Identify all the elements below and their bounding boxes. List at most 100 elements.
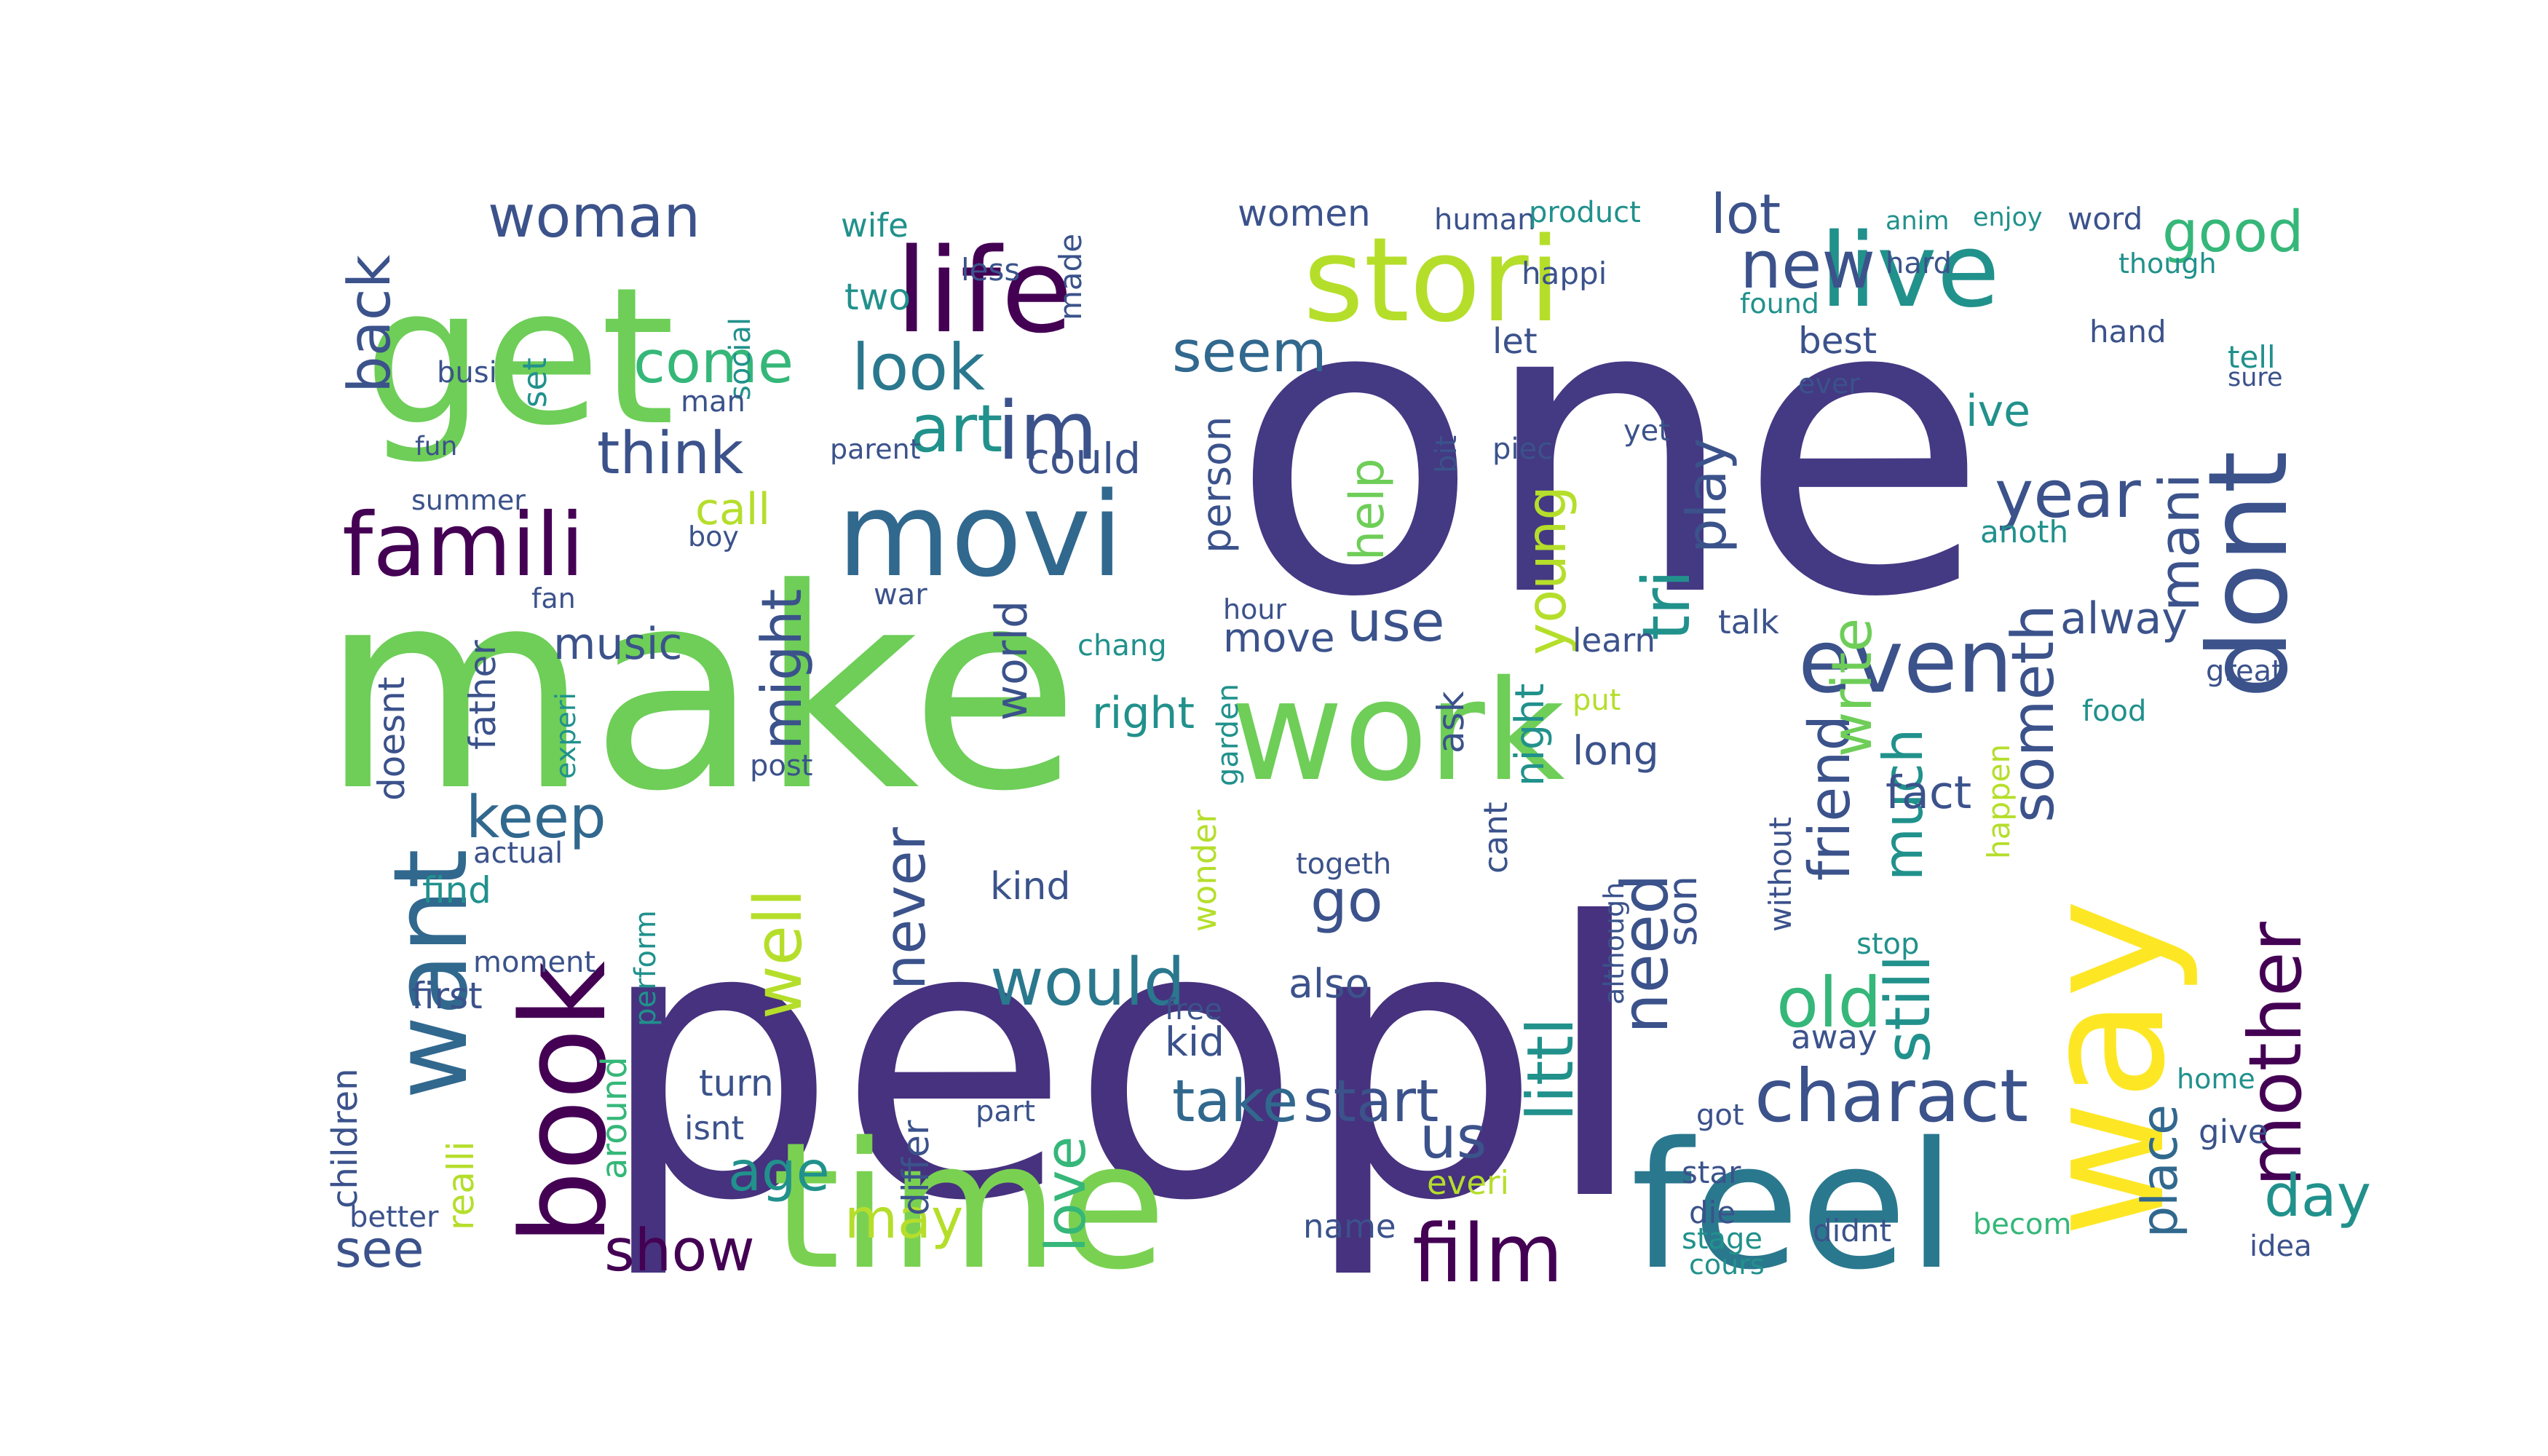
word-look: look <box>852 330 985 405</box>
word-get: get <box>364 248 675 467</box>
word-take: take <box>1172 1067 1298 1135</box>
word-free: free <box>1165 993 1222 1026</box>
word-also: also <box>1289 960 1369 1007</box>
word-life: life <box>895 223 1073 359</box>
word-go: go <box>1310 867 1383 935</box>
word-doesnt: doesnt <box>371 677 413 801</box>
word-everi: everi <box>1427 1163 1509 1202</box>
word-age: age <box>728 1139 830 1203</box>
word-mani: mani <box>2147 473 2212 612</box>
word-start: start <box>1303 1067 1439 1135</box>
word-anoth: anoth <box>1980 514 2068 550</box>
word-perform: perform <box>629 910 662 1026</box>
word-much: much <box>1871 729 1935 881</box>
word-kid: kid <box>1165 1018 1224 1065</box>
word-found: found <box>1740 288 1819 320</box>
word-good: good <box>2162 199 2303 265</box>
word-us: us <box>1420 1104 1487 1171</box>
word-boy: boy <box>688 521 739 553</box>
word-young: young <box>1514 486 1578 655</box>
word-best: best <box>1798 320 1877 362</box>
word-realli: realli <box>440 1141 482 1230</box>
word-still: still <box>1872 955 1944 1063</box>
word-show: show <box>604 1216 755 1284</box>
word-right: right <box>1092 688 1195 739</box>
word-cant: cant <box>1476 802 1515 874</box>
word-star: star <box>1682 1155 1741 1190</box>
word-someth: someth <box>1999 604 2067 823</box>
word-back: back <box>336 254 403 393</box>
word-although: although <box>1598 882 1630 1005</box>
word-move: move <box>1223 614 1335 661</box>
word-use: use <box>1347 589 1445 654</box>
word-happen: happen <box>1981 744 2017 859</box>
word-music: music <box>553 619 682 670</box>
word-food: food <box>2082 695 2146 728</box>
word-happi: happi <box>1522 256 1607 291</box>
word-stop: stop <box>1856 927 1919 961</box>
word-made: made <box>1053 234 1088 320</box>
word-fun: fun <box>415 432 457 462</box>
word-post: post <box>750 749 812 783</box>
word-children: children <box>325 1068 365 1208</box>
word-see: see <box>335 1219 424 1279</box>
word-world: world <box>986 601 1037 721</box>
word-bit: bit <box>1430 435 1463 473</box>
word-charact: charact <box>1754 1053 2028 1139</box>
word-may: may <box>844 1187 963 1251</box>
word-without: without <box>1762 817 1798 932</box>
word-summer: summer <box>411 484 526 516</box>
word-hand: hand <box>2089 314 2167 349</box>
word-ever: ever <box>1798 368 1860 400</box>
word-got: got <box>1696 1099 1744 1132</box>
word-busi: busi <box>437 356 497 389</box>
word-enjoy: enjoy <box>1973 203 2043 232</box>
word-moment: moment <box>473 946 596 979</box>
word-hard: hard <box>1886 247 1952 280</box>
word-live: live <box>1820 212 2000 331</box>
word-want: want <box>372 849 491 1099</box>
word-book: book <box>496 961 632 1245</box>
word-fan: fan <box>531 582 576 614</box>
word-even: even <box>1798 612 2013 713</box>
word-idea: idea <box>2250 1230 2312 1263</box>
word-im: im <box>997 384 1098 478</box>
word-need: need <box>1607 874 1682 1034</box>
word-two: two <box>844 276 911 318</box>
word-friend: friend <box>1797 715 1863 881</box>
word-fact: fact <box>1886 766 1971 819</box>
word-becom: becom <box>1973 1208 2071 1241</box>
word-ive: ive <box>1966 386 2030 437</box>
word-learn: learn <box>1572 621 1655 660</box>
word-name: name <box>1303 1207 1396 1246</box>
word-year: year <box>1995 456 2141 533</box>
word-human: human <box>1434 203 1536 237</box>
word-think: think <box>597 419 744 487</box>
word-better: better <box>349 1200 439 1234</box>
word-feel: feel <box>1631 1104 1955 1308</box>
word-film: film <box>1412 1207 1563 1300</box>
word-differ: differ <box>895 1120 937 1216</box>
word-time: time <box>772 1104 1166 1308</box>
word-place: place <box>2132 1104 2189 1238</box>
word-woman: woman <box>488 183 700 250</box>
word-famili: famili <box>342 495 585 596</box>
word-die: die <box>1689 1195 1736 1230</box>
word-actual: actual <box>473 836 563 870</box>
word-war: war <box>874 578 927 612</box>
word-word: word <box>2068 201 2143 237</box>
word-mother: mother <box>2233 921 2318 1187</box>
word-person: person <box>1193 416 1240 553</box>
word-come: come <box>633 328 794 396</box>
word-dont: dont <box>2185 451 2312 699</box>
word-let: let <box>1492 321 1538 362</box>
word-less: less <box>961 252 1020 288</box>
word-littl: littl <box>1513 1018 1588 1121</box>
word-women: women <box>1238 192 1371 234</box>
word-new: new <box>1740 227 1875 304</box>
word-wife: wife <box>841 206 909 245</box>
word-turn: turn <box>699 1062 774 1104</box>
word-lot: lot <box>1711 182 1781 246</box>
word-isnt: isnt <box>684 1109 744 1147</box>
